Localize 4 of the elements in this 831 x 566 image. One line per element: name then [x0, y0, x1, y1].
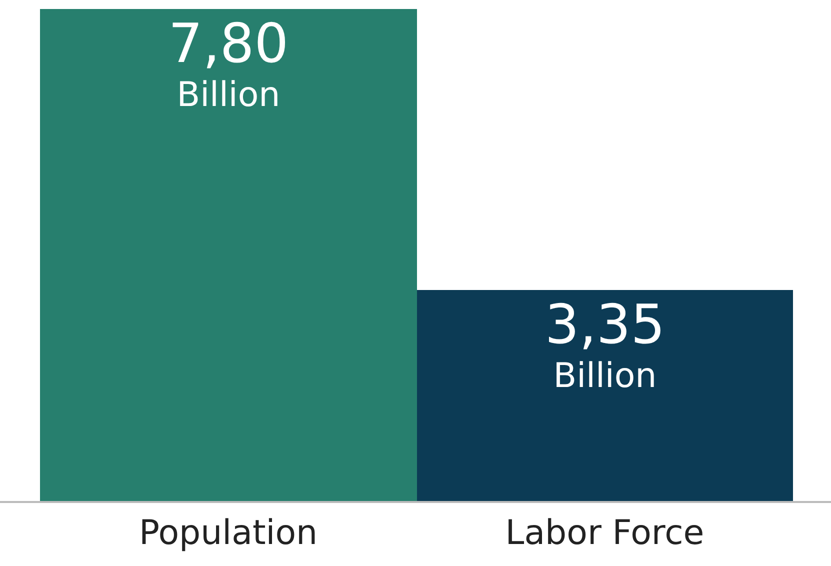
x-tick-label: Labor Force: [505, 512, 704, 553]
data-label: 3,35 Billion: [544, 293, 666, 396]
x-tick-label: Population: [138, 512, 318, 553]
data-label: 7,80 Billion: [168, 12, 289, 116]
